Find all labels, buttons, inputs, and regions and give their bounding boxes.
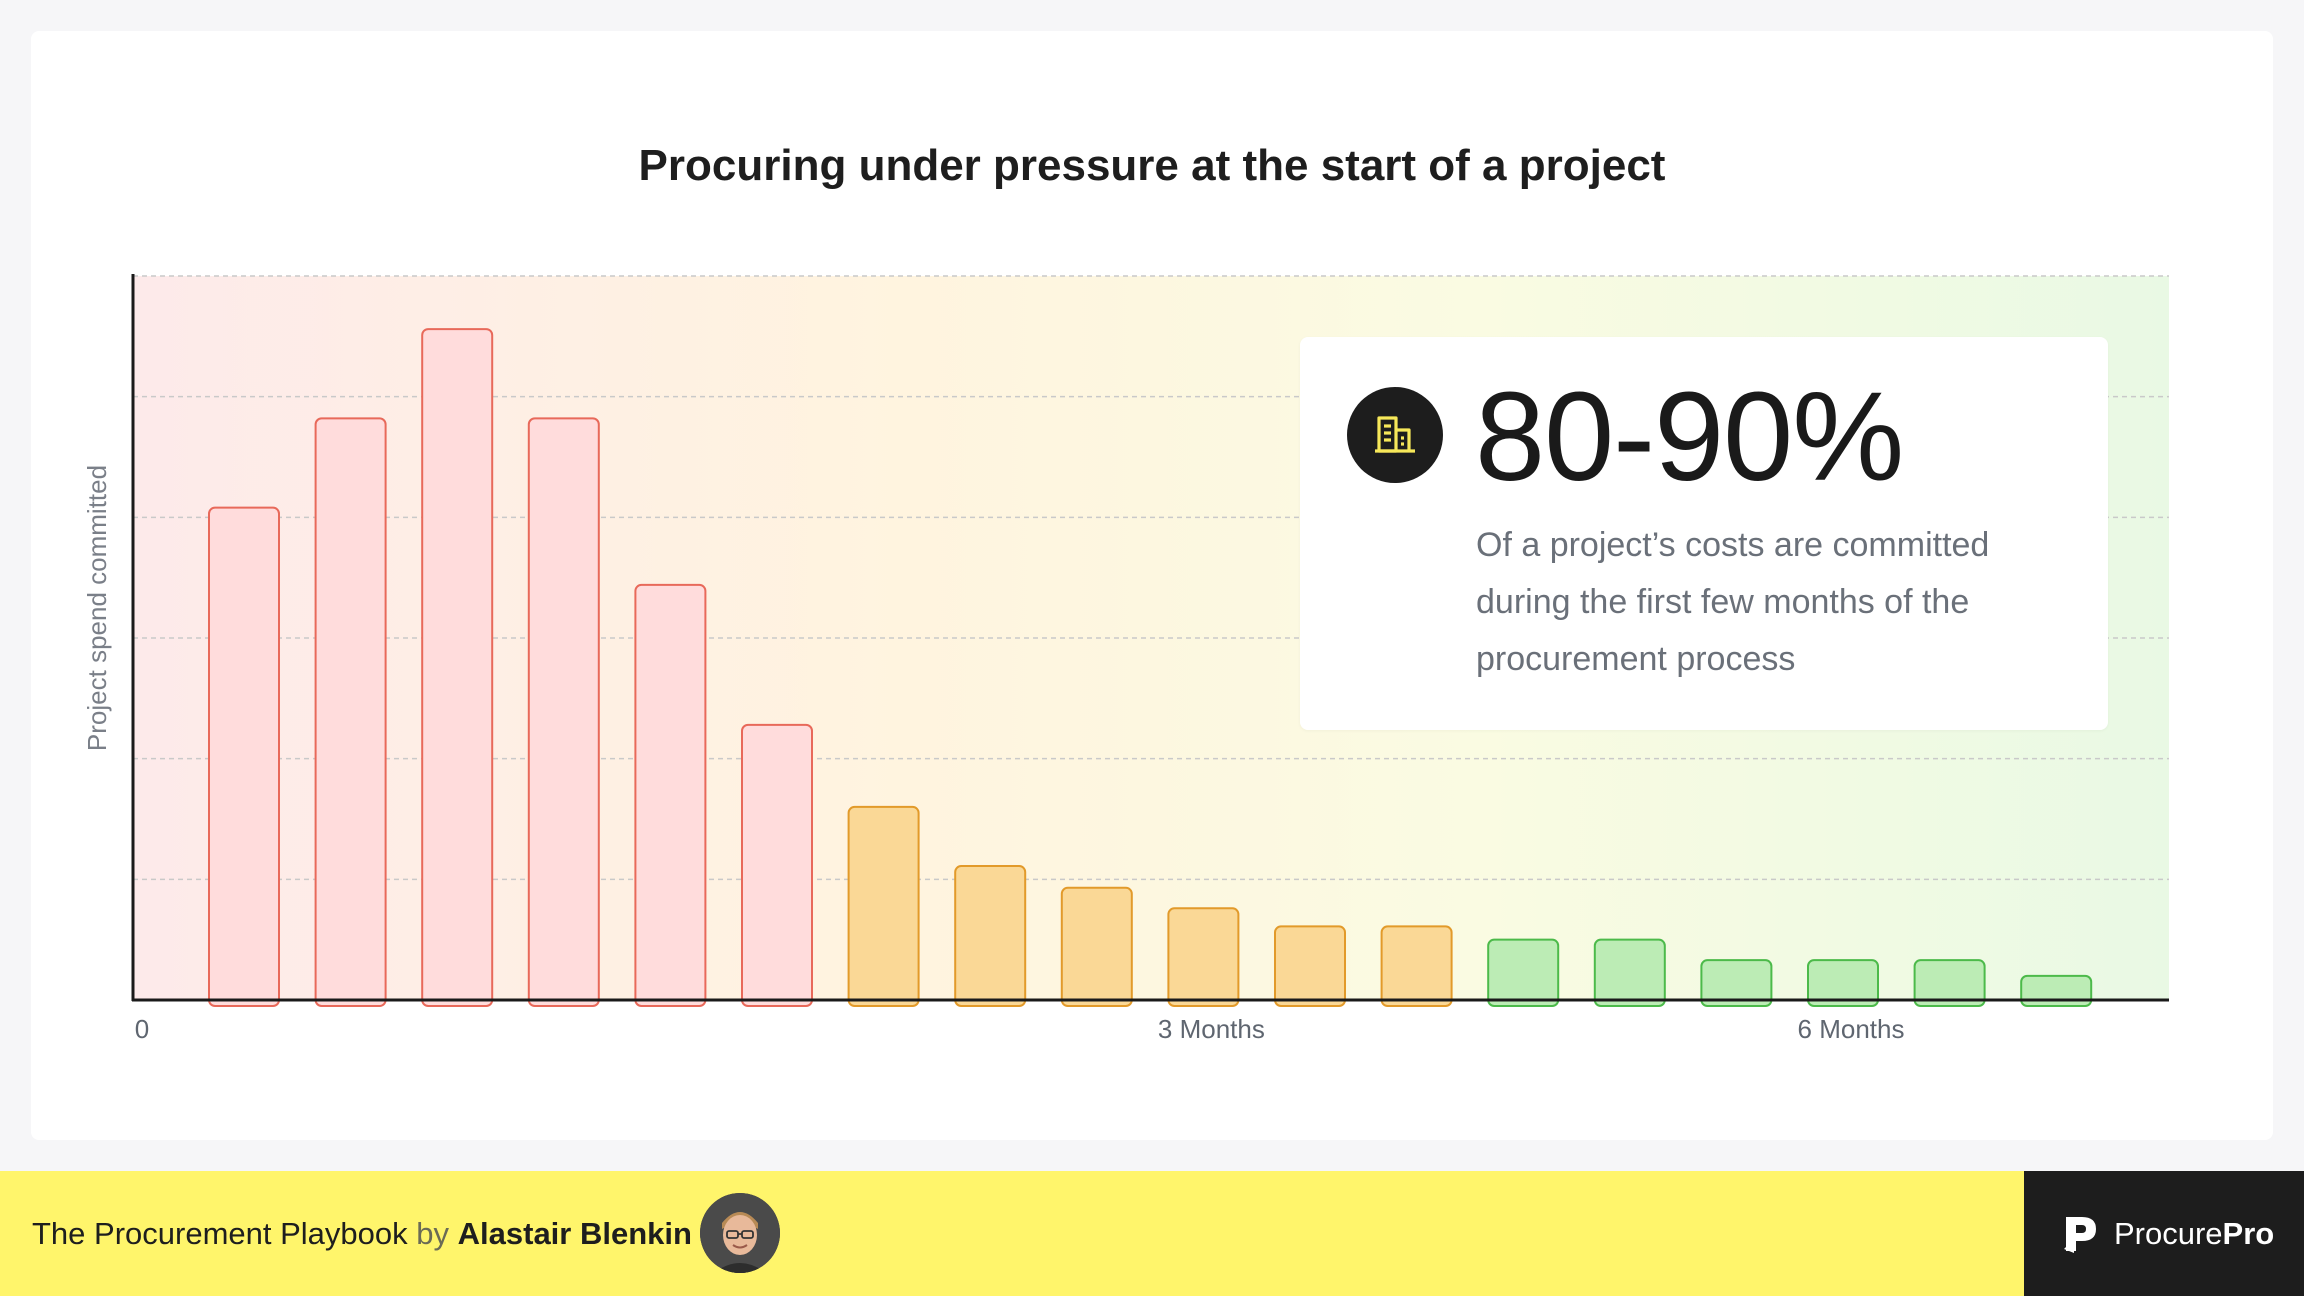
bar [954,865,1027,1007]
x-tick-label: 0 [135,1014,149,1044]
x-tick-label: 6 Months [1798,1014,1905,1044]
procurepro-logo-icon [2064,1217,2096,1253]
x-tick-labels: 0 3 Months 6 Months [135,1014,1905,1044]
bar [421,328,494,1007]
bar [1593,938,1666,1008]
bar [208,506,280,1007]
book-title: The Procurement Playbook [32,1216,408,1251]
bar [634,583,707,1007]
chart-card: Procuring under pressure at the start of… [31,31,2273,1140]
bar [1167,907,1240,1007]
chart-title: Procuring under pressure at the start of… [638,141,1666,190]
x-tick-label: 3 Months [1158,1014,1265,1044]
bar [1807,959,1879,1007]
bar [1487,938,1560,1008]
bar [1913,959,1986,1007]
bar [1700,959,1773,1007]
bar [847,805,920,1008]
building-icon [1347,387,1443,483]
axes [131,274,2169,1002]
stat-description: Of a project’s costs are committed durin… [1476,526,1990,678]
brand-name-bold: Pro [2222,1216,2275,1251]
bar [314,417,387,1007]
bar [1274,925,1346,1007]
author-name: Alastair Blenkin [457,1216,692,1251]
bar [2020,974,2093,1007]
stat-value: 80-90% [1475,366,1904,507]
bar [1380,925,1453,1007]
footer-credit: The Procurement Playbook by Alastair Ble… [32,1171,692,1296]
brand-name: ProcurePro [2114,1171,2274,1296]
by-text: by [416,1216,450,1251]
y-axis-label: Project spend committed [82,465,112,751]
avatar [700,1193,780,1273]
bar [741,723,813,1007]
footer-bar: The Procurement Playbook by Alastair Ble… [0,1171,2024,1296]
stat-callout: 80-90% Of a project’s costs are committe… [1300,337,2108,730]
bars [208,328,2093,1008]
bar [527,417,600,1007]
brand-name-regular: Procure [2114,1216,2223,1251]
brand-panel: ProcurePro [2024,1171,2304,1296]
bar [1060,886,1133,1008]
